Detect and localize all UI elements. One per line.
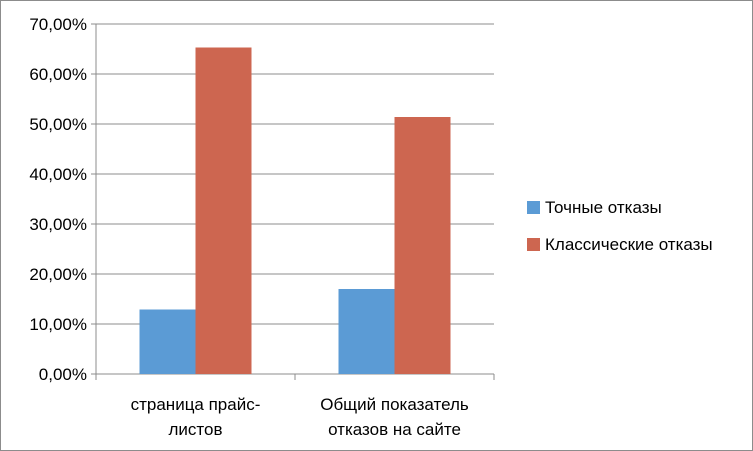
y-tick-label-2: 20,00% bbox=[29, 265, 87, 284]
category-label-1-0: Общий показатель bbox=[320, 395, 469, 414]
bar-0-1 bbox=[195, 47, 252, 374]
y-tick-label-4: 40,00% bbox=[29, 165, 87, 184]
y-tick-label-7: 70,00% bbox=[29, 15, 87, 34]
legend-swatch-0 bbox=[527, 201, 540, 214]
y-tick-label-0: 0,00% bbox=[39, 365, 87, 384]
category-label-1-1: отказов на сайте bbox=[328, 420, 461, 439]
category-label-0-1: листов bbox=[169, 420, 223, 439]
category-label-0-0: страница прайс- bbox=[131, 395, 261, 414]
bar-0-0 bbox=[139, 309, 196, 374]
bar-1-1 bbox=[394, 117, 451, 374]
legend-label-1: Классические отказы bbox=[545, 235, 713, 254]
y-tick-label-6: 60,00% bbox=[29, 65, 87, 84]
y-tick-label-5: 50,00% bbox=[29, 115, 87, 134]
legend-swatch-1 bbox=[527, 238, 540, 251]
legend-label-0: Точные отказы bbox=[545, 198, 662, 217]
y-tick-label-3: 30,00% bbox=[29, 215, 87, 234]
bar-1-0 bbox=[338, 289, 395, 374]
y-tick-label-1: 10,00% bbox=[29, 315, 87, 334]
